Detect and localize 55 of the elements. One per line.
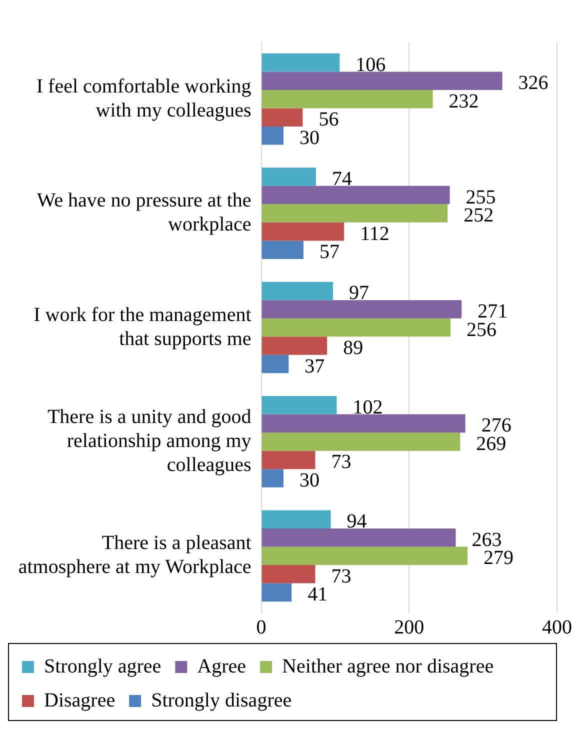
bar [262, 168, 316, 186]
x-tick-label: 0 [256, 616, 266, 638]
bar [262, 300, 462, 318]
bar [262, 108, 303, 127]
data-label: 56 [318, 108, 339, 131]
x-tick-label: 400 [542, 616, 572, 638]
bar [262, 204, 448, 222]
data-label: 89 [343, 337, 364, 360]
bar [262, 528, 456, 547]
x-tick-label: 200 [394, 616, 424, 638]
legend-label: Neither agree nor disagree [282, 655, 494, 678]
bar [262, 53, 340, 72]
data-label: 57 [319, 241, 340, 264]
y-tick-label: I work for the management that supports me [34, 304, 252, 350]
bar [262, 126, 284, 145]
bar [262, 565, 316, 584]
bar [262, 72, 502, 90]
bar [262, 240, 304, 259]
data-label: 97 [349, 282, 370, 304]
data-label: 94 [346, 510, 367, 533]
data-label: 232 [448, 90, 479, 112]
y-tick-label: There is a unity and good relationship among my colleagues [47, 406, 252, 476]
bar [262, 282, 334, 300]
bar [262, 336, 328, 355]
legend-label: Disagree [44, 689, 116, 712]
data-label: 30 [299, 469, 320, 492]
data-label: 73 [331, 451, 352, 474]
data-label: 37 [304, 355, 325, 378]
bar [262, 318, 451, 337]
bar [262, 90, 433, 108]
bar [262, 354, 289, 374]
data-label: 326 [518, 72, 548, 94]
data-label: 30 [299, 126, 320, 149]
bar [262, 583, 292, 602]
data-label: 73 [331, 565, 352, 588]
data-label: 112 [360, 222, 390, 245]
data-label: 106 [356, 54, 386, 76]
bar [262, 396, 337, 414]
bar [262, 222, 344, 241]
data-label: 41 [308, 584, 328, 606]
bar [262, 414, 466, 433]
bar [262, 469, 284, 488]
legend-label: Strongly agree [44, 655, 162, 678]
data-label: 102 [352, 396, 383, 418]
legend-label: Agree [197, 655, 246, 678]
bar [262, 432, 460, 451]
y-tick-label: We have no pressure at the workplace [36, 190, 252, 236]
legend-label: Strongly disagree [151, 689, 292, 712]
bar [262, 510, 331, 528]
bar [262, 186, 450, 204]
y-tick-label: There is a pleasant atmosphere at my Workplace [18, 532, 252, 578]
y-tick-label: I feel comfortable working with my colleagues [36, 75, 252, 122]
bar [262, 450, 316, 470]
data-label: 74 [332, 168, 352, 190]
bar [262, 546, 468, 566]
